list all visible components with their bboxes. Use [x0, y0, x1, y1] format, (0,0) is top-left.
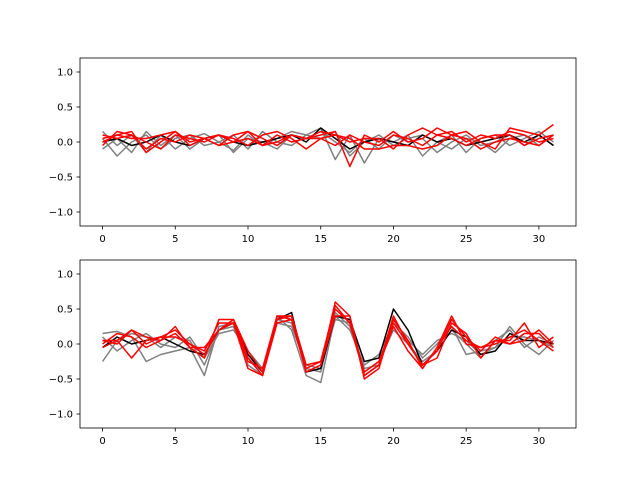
x-tick-label: 5 [172, 234, 178, 245]
y-tick-label: 1.0 [57, 68, 73, 79]
chart-panel-1: 0 5 10 15 20 25 30 −1.0 −0.5 0.0 0.5 1.0 [49, 57, 577, 245]
x-tick-label: 15 [314, 234, 327, 245]
y-tick-label: 0.5 [57, 103, 73, 114]
x-tick-label: 0 [99, 436, 105, 447]
series-line-6 [102, 130, 554, 150]
series-line-8 [102, 127, 554, 150]
x-tick-label: 5 [172, 436, 178, 447]
chart-panel-2: 0 5 10 15 20 25 30 −1.0 −0.5 0.0 0.5 1.0 [49, 259, 577, 447]
x-tick-label: 20 [387, 234, 400, 245]
x-tick-label: 30 [533, 436, 546, 447]
x-tick-label: 30 [533, 234, 546, 245]
y-tick-label: 0.0 [57, 138, 73, 149]
series-line-7 [102, 134, 554, 150]
y-tick-label: −1.0 [49, 208, 73, 219]
y-tick-label: −0.5 [49, 375, 73, 386]
y-tick-label: 0.0 [57, 340, 73, 351]
y-tick-label: −0.5 [49, 173, 73, 184]
x-tick-label: 15 [314, 436, 327, 447]
y-tick-label: 0.5 [57, 305, 73, 316]
x-tick-label: 10 [242, 436, 255, 447]
series-line-3 [101, 130, 554, 157]
x-tick-label: 0 [99, 234, 105, 245]
y-tick-label: −1.0 [49, 410, 73, 421]
x-tick-label: 10 [242, 234, 255, 245]
x-tick-label: 20 [387, 436, 400, 447]
series-line-7 [102, 315, 554, 377]
series-line-8 [102, 304, 554, 373]
x-tick-label: 25 [460, 436, 473, 447]
x-tick-label: 25 [460, 234, 473, 245]
y-tick-label: 1.0 [57, 270, 73, 281]
